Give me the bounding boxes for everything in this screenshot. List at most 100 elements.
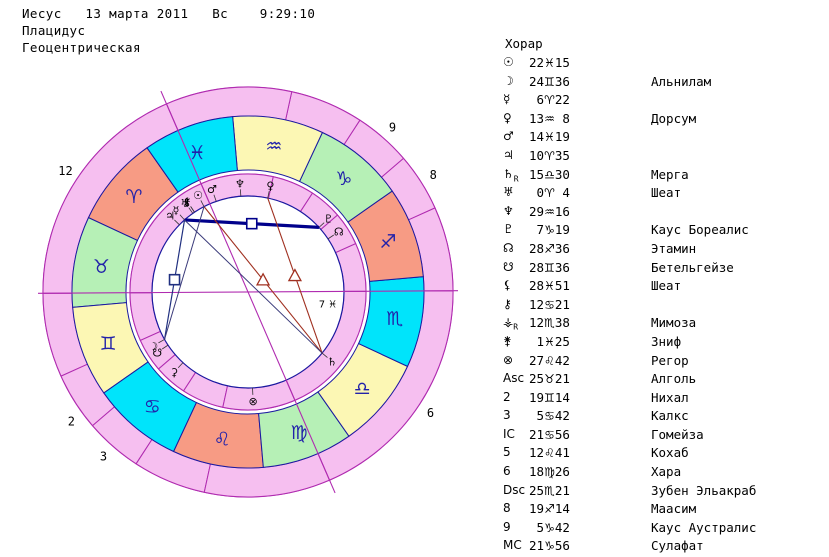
position-degrees: 24♊36 (529, 74, 615, 89)
position-degrees: 6♈22 (529, 92, 615, 107)
axis-label-ic: IC (323, 499, 337, 502)
zodiac-sign-glyph: ♌ (544, 446, 555, 460)
zodiac-sign-glyph: ♐ (544, 502, 555, 516)
sign-glyph-cancer: ♋ (144, 396, 161, 418)
sign-glyph-scorpio: ♏ (386, 308, 403, 330)
aspect-marker-square (170, 275, 180, 285)
body-symbol: ♇ (503, 222, 529, 236)
position-degrees: 14♓19 (529, 129, 615, 144)
planet-glyph-saturn[interactable]: ♄ (327, 355, 337, 368)
zodiac-sign-glyph: ♊ (544, 75, 555, 89)
planet-glyph-venus[interactable]: ♀ (266, 179, 274, 192)
house-number-8: 8 (430, 168, 437, 182)
zodiac-sign-glyph: ♊ (544, 261, 555, 275)
zodiac-sign-glyph: ♎ (544, 168, 555, 182)
zodiac-sign-glyph: ♑ (544, 539, 555, 553)
body-symbol: 6 (503, 464, 529, 478)
planet-glyph-mars[interactable]: ♂ (207, 183, 217, 196)
zodiac-sign-glyph: ♋ (544, 298, 555, 312)
position-degrees: 12♌41 (529, 445, 615, 460)
body-symbol: 3 (503, 408, 529, 422)
body-symbol: IC (503, 427, 529, 441)
position-degrees: 5♑42 (529, 520, 615, 535)
zodiac-sign-glyph: ♋ (544, 409, 555, 423)
planet-glyph-neptune[interactable]: ♆ (235, 177, 245, 190)
body-symbol: MC (503, 538, 529, 552)
fixed-star-name: Алголь (651, 371, 696, 386)
planet-glyph-ceres[interactable]: ⚳ (170, 366, 178, 379)
chart-wheel[interactable]: ♈♉♊♋♌♍♎♏♐♑♒♓2356891112AscDscMCIC⚷⚸☿♃☉♂♆♀… (38, 82, 458, 502)
position-row: ♂14♓19 (503, 129, 823, 148)
position-degrees: 15♎30 (529, 167, 615, 182)
body-symbol: ☿ (503, 92, 529, 106)
fixed-star-name: Нихал (651, 390, 689, 405)
body-symbol: ☽ (503, 74, 529, 88)
zodiac-sign-glyph: ♊ (544, 391, 555, 405)
body-symbol: ♆ (503, 204, 529, 218)
fixed-star-name: Мимоза (651, 315, 696, 330)
fixed-star-name: Кохаб (651, 445, 689, 460)
sign-glyph-taurus: ♉ (93, 256, 110, 278)
retrograde-marker: R (514, 174, 519, 183)
zodiac-sign-glyph: ♓ (544, 130, 555, 144)
body-symbol: ♄R (503, 167, 529, 183)
position-degrees: 18♍26 (529, 464, 615, 479)
fixed-star-name: Шеат (651, 278, 681, 293)
body-symbol: 5 (503, 445, 529, 459)
zodiac-sign-glyph: ♓ (544, 279, 555, 293)
fixed-star-name: Хара (651, 464, 681, 479)
position-degrees: 19♐14 (529, 501, 615, 516)
position-degrees: 25♉21 (529, 371, 615, 386)
position-degrees: 0♈ 4 (529, 185, 615, 200)
zodiac-sign-glyph: ♏ (544, 316, 555, 330)
zodiac-sign-glyph: ♑ (544, 223, 555, 237)
zodiac-sign-glyph: ♑ (544, 521, 555, 535)
sign-glyph-gemini: ♊ (99, 333, 116, 355)
fixed-star-name: Маасим (651, 501, 696, 516)
planet-glyph-sun[interactable]: ☉ (193, 189, 203, 202)
planet-glyph-fortune[interactable]: ⊗ (249, 395, 258, 408)
house-number-6: 6 (427, 406, 434, 420)
zodiac-sign-glyph: ♒ (544, 205, 555, 219)
position-row: ⚷12♋21 (503, 297, 823, 316)
zodiac-sign-glyph: ♏ (544, 484, 555, 498)
wheel-graphics: ♈♉♊♋♌♍♎♏♐♑♒♓2356891112AscDscMCIC⚷⚸☿♃☉♂♆♀… (38, 82, 458, 502)
position-degrees: 21♋56 (529, 427, 615, 442)
body-symbol: Asc (503, 371, 529, 385)
sign-glyph-virgo: ♍ (290, 422, 307, 444)
planet-glyph-north-node[interactable]: ☊ (334, 226, 344, 239)
fixed-star-name: Этамин (651, 241, 696, 256)
planet-glyph-jupiter[interactable]: ♃ (165, 210, 175, 223)
planet-glyph-pluto[interactable]: ♇ (324, 213, 334, 226)
position-row: ☉22♓15 (503, 55, 823, 74)
fixed-star-name: Сулафат (651, 538, 704, 553)
zodiac-sign-glyph: ♉ (544, 372, 555, 386)
position-degrees: 5♋42 (529, 408, 615, 423)
position-degrees: 7♑19 (529, 222, 615, 237)
position-degrees: 28♊36 (529, 260, 615, 275)
position-row: ♆29♒16 (503, 204, 823, 223)
body-symbol: ♂ (503, 129, 529, 143)
position-degrees: 21♑56 (529, 538, 615, 553)
planet-glyph-moon[interactable]: ☽ (148, 340, 158, 353)
house-number-12: 12 (58, 164, 72, 178)
position-degrees: 27♌42 (529, 353, 615, 368)
body-symbol: ⚵ (503, 334, 529, 348)
body-symbol: ♃ (503, 148, 529, 162)
zodiac-sign-glyph: ♈ (544, 93, 555, 107)
sign-glyph-sagittarius: ♐ (379, 231, 396, 253)
